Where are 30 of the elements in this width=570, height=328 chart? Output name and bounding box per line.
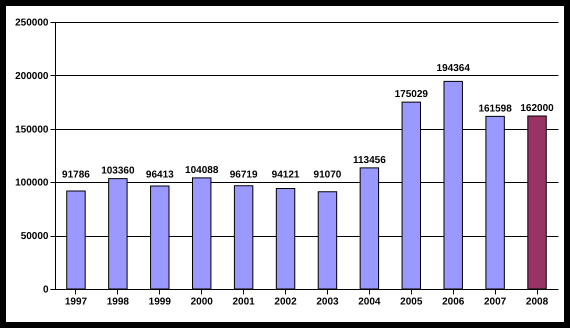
data-label: 103360 [101,166,135,177]
data-label: 94121 [272,170,300,181]
x-tick-label: 2000 [190,296,214,308]
x-tick-label: 2003 [316,296,340,308]
x-tick-label: 2007 [484,296,507,308]
x-tick-label: 2008 [526,296,549,308]
y-tick-label: 250000 [15,18,49,28]
x-tick-label: 1997 [64,296,88,308]
x-tick-label: 2002 [274,296,298,308]
x-tick-label: 1999 [148,296,172,308]
y-tick-label: 50000 [20,231,49,242]
data-label: 96413 [146,170,174,181]
data-label: 162000 [520,102,554,114]
y-tick-label: 150000 [15,124,49,136]
y-tick-label: 200000 [15,70,49,82]
y-tick-label: 100000 [15,178,49,189]
data-label: 91786 [62,170,90,181]
data-label: 194364 [436,62,470,74]
x-tick-label: 1998 [106,296,130,308]
x-tick-label: 2004 [358,296,381,308]
x-tick-label: 2006 [442,296,465,308]
data-label: 113456 [352,154,386,166]
x-tick-label: 2001 [232,296,256,308]
data-label: 161598 [478,103,512,114]
y-tick-label: 0 [42,284,49,296]
data-label: 175029 [394,89,428,100]
data-label: 91070 [314,170,342,181]
x-tick-label: 2005 [400,296,423,308]
data-label: 96719 [230,170,258,181]
data-label: 104088 [185,164,219,176]
